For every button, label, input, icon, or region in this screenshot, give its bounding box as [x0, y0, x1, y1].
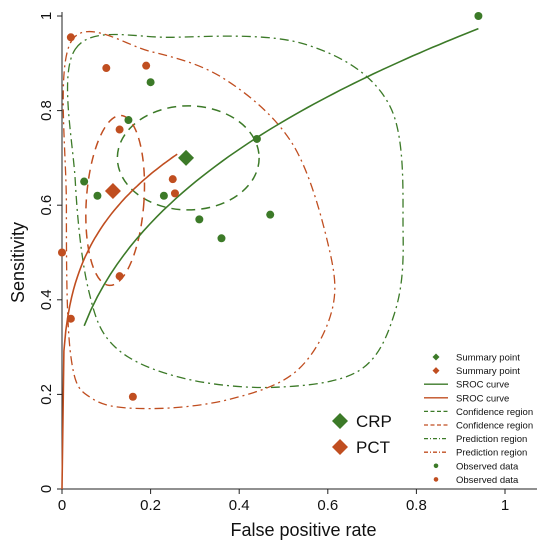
legend: Summary point Summary point SROC curve SROC…	[424, 353, 533, 486]
sroc-curves-layer	[61, 27, 479, 490]
pct-prediction-region	[62, 30, 336, 410]
legend-label: SROC curve	[456, 380, 509, 391]
crp-observed-point	[93, 191, 102, 200]
pct-observed-point	[128, 392, 137, 401]
pct-confidence-region	[85, 114, 146, 287]
pct-observed-point	[66, 33, 75, 42]
y-tick-label: 0.2	[38, 384, 55, 405]
crp-label-text: CRP	[356, 412, 392, 431]
crp-observed-point	[159, 191, 168, 200]
pct-observed-point	[102, 64, 111, 73]
pct-observed-point	[168, 175, 177, 184]
legend-label: SROC curve	[456, 393, 509, 404]
legend-label: Observed data	[456, 475, 519, 486]
legend-label: Confidence region	[456, 421, 533, 432]
x-tick-label: 0.8	[406, 497, 427, 514]
regions-layer	[62, 30, 404, 410]
legend-label: Summary point	[456, 353, 520, 364]
x-axis-title: False positive rate	[230, 520, 376, 540]
pct-label-text: PCT	[356, 438, 390, 457]
legend-swatch	[432, 367, 440, 375]
crp-observed-point	[217, 234, 226, 243]
pct-observed-point	[115, 272, 124, 281]
y-tick-label: 0.6	[38, 195, 55, 216]
observed-points-layer	[58, 12, 483, 401]
crp-sroc-curve	[83, 27, 479, 327]
legend-label: Observed data	[456, 461, 519, 472]
crp-observed-point	[195, 215, 204, 224]
summary-points-layer	[104, 149, 195, 200]
crp-summary-point	[178, 149, 195, 166]
pct-observed-point	[58, 248, 66, 257]
summary-labels-layer: CRP PCT	[332, 412, 392, 457]
x-tick-label: 0.6	[317, 497, 338, 514]
pct-sroc-curve	[61, 153, 178, 490]
x-tick-label: 1	[501, 497, 509, 514]
legend-label: Summary point	[456, 366, 520, 377]
legend-label: Prediction region	[456, 434, 527, 445]
pct-observed-point	[170, 189, 179, 198]
legend-label: Confidence region	[456, 407, 533, 418]
x-tick-label: 0	[58, 497, 66, 514]
crp-observed-point	[124, 116, 133, 125]
crp-observed-point	[266, 210, 275, 219]
axes: 0 0.2 0.4 0.6 0.8 1 0 0.2 0.4 0.6 0.8 1 False positi…	[8, 12, 537, 540]
crp-label-marker	[332, 413, 348, 429]
x-tick-label: 0.4	[229, 497, 250, 514]
crp-confidence-region	[116, 105, 260, 211]
y-tick-label: 1	[38, 12, 55, 20]
legend-swatch	[433, 477, 439, 482]
crp-observed-point	[80, 177, 89, 186]
y-axis-title: Sensitivity	[8, 222, 28, 303]
y-tick-label: 0	[38, 485, 55, 493]
crp-observed-point	[474, 12, 483, 20]
legend-label: Prediction region	[456, 448, 527, 459]
crp-prediction-region	[66, 33, 404, 389]
crp-observed-point	[252, 134, 261, 143]
pct-observed-point	[115, 125, 124, 134]
crp-observed-point	[146, 78, 155, 87]
y-tick-label: 0.4	[38, 289, 55, 310]
y-tick-label: 0.8	[38, 100, 55, 121]
pct-observed-point	[142, 61, 151, 70]
pct-observed-point	[66, 314, 75, 323]
legend-swatch	[433, 463, 439, 469]
legend-swatch	[432, 353, 440, 361]
pct-summary-point	[104, 183, 121, 200]
pct-label-marker	[332, 439, 348, 455]
x-tick-label: 0.2	[140, 497, 161, 514]
